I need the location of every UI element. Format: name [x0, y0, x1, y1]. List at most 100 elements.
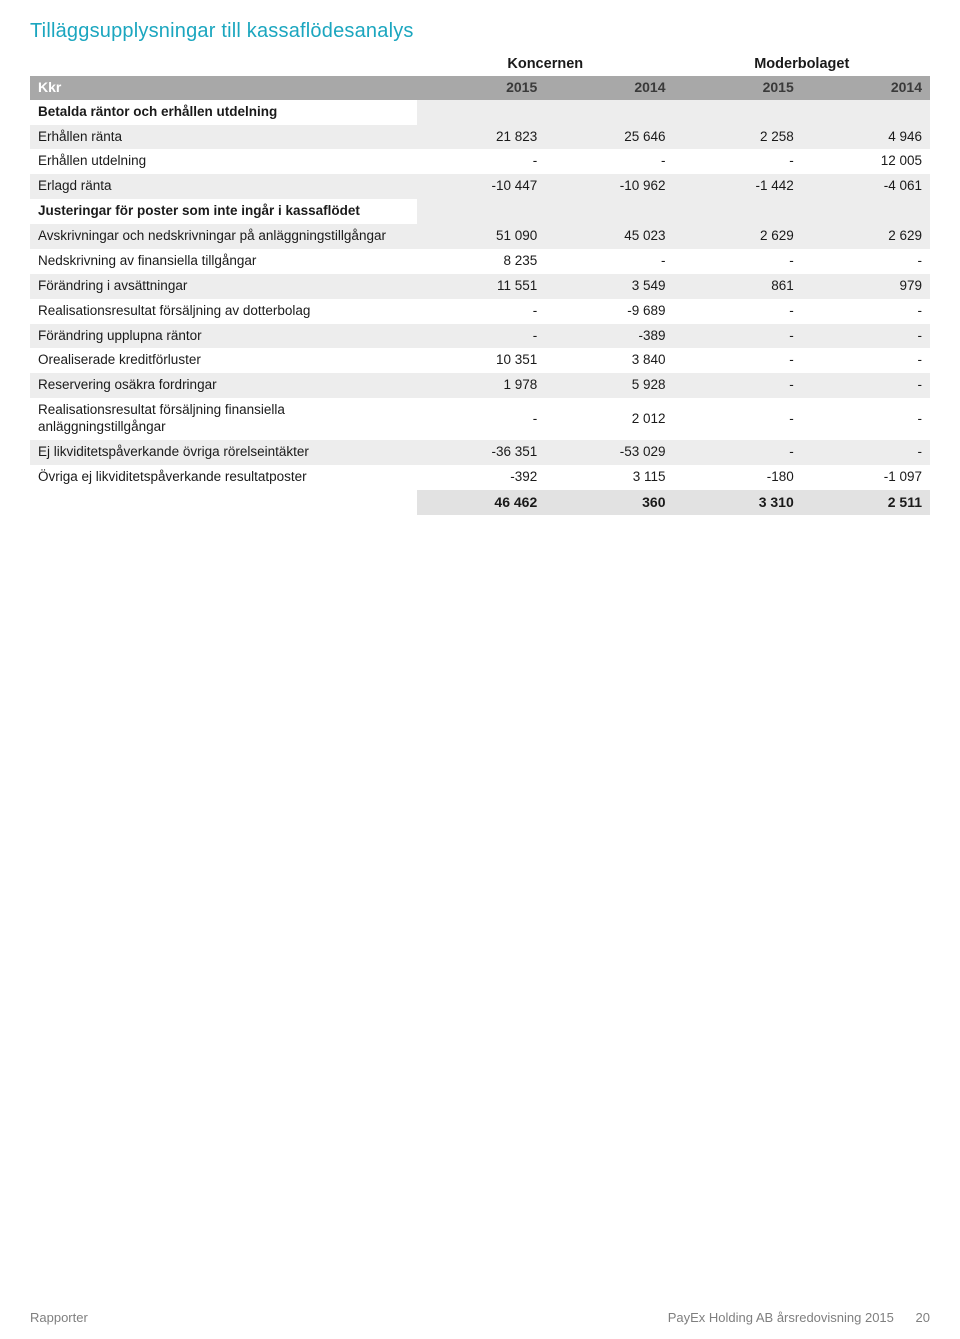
totals-cell: 2 511 — [802, 490, 930, 516]
year-header-label: Kkr — [30, 76, 417, 100]
row-label: Reservering osäkra fordringar — [30, 373, 417, 398]
cell: - — [674, 398, 802, 440]
cell: - — [674, 440, 802, 465]
cell: -1 097 — [802, 465, 930, 490]
cell: - — [674, 324, 802, 349]
cell: 12 005 — [802, 149, 930, 174]
cell: 2 629 — [674, 224, 802, 249]
table-row: Erlagd ränta -10 447 -10 962 -1 442 -4 0… — [30, 174, 930, 199]
cell: - — [417, 299, 545, 324]
cell: - — [417, 324, 545, 349]
section-label: Betalda räntor och erhållen utdelning — [30, 100, 417, 125]
cell: 10 351 — [417, 348, 545, 373]
cell: -10 962 — [545, 174, 673, 199]
totals-cell: 360 — [545, 490, 673, 516]
cell: -1 442 — [674, 174, 802, 199]
cell: - — [802, 348, 930, 373]
table-row: Reservering osäkra fordringar 1 978 5 92… — [30, 373, 930, 398]
cell: 3 549 — [545, 274, 673, 299]
row-label: Ej likviditetspåverkande övriga rörelsei… — [30, 440, 417, 465]
row-label: Nedskrivning av finansiella tillgångar — [30, 249, 417, 274]
page: Tilläggsupplysningar till kassaflödesana… — [0, 0, 960, 1339]
cashflow-notes-table: Koncernen Moderbolaget Kkr 2015 2014 201… — [30, 49, 930, 515]
page-title: Tilläggsupplysningar till kassaflödesana… — [30, 20, 930, 43]
totals-row: 46 462 360 3 310 2 511 — [30, 490, 930, 516]
table-row: Realisationsresultat försäljning av dott… — [30, 299, 930, 324]
row-label: Erhållen utdelning — [30, 149, 417, 174]
group-header-blank — [30, 49, 417, 76]
cell: -53 029 — [545, 440, 673, 465]
group-header-koncernen: Koncernen — [417, 49, 674, 76]
page-footer: Rapporter PayEx Holding AB årsredovisnin… — [30, 1310, 930, 1325]
cell: 45 023 — [545, 224, 673, 249]
section-blank — [802, 100, 930, 125]
cell: 2 629 — [802, 224, 930, 249]
year-m2014: 2014 — [802, 76, 930, 100]
table-row: Nedskrivning av finansiella tillgångar 8… — [30, 249, 930, 274]
table-row: Förändring upplupna räntor - -389 - - — [30, 324, 930, 349]
year-header-row: Kkr 2015 2014 2015 2014 — [30, 76, 930, 100]
cell: - — [417, 398, 545, 440]
row-label: Avskrivningar och nedskrivningar på anlä… — [30, 224, 417, 249]
row-label: Realisationsresultat försäljning finansi… — [30, 398, 417, 440]
footer-right-text: PayEx Holding AB årsredovisning 2015 — [668, 1310, 894, 1325]
table-row: Ej likviditetspåverkande övriga rörelsei… — [30, 440, 930, 465]
section-blank — [417, 199, 545, 224]
cell: - — [674, 299, 802, 324]
cell: 861 — [674, 274, 802, 299]
cell: 2 012 — [545, 398, 673, 440]
year-k2014: 2014 — [545, 76, 673, 100]
cell: 2 258 — [674, 125, 802, 150]
cell: 5 928 — [545, 373, 673, 398]
section-blank — [417, 100, 545, 125]
cell: 8 235 — [417, 249, 545, 274]
row-label: Orealiserade kreditförluster — [30, 348, 417, 373]
cell: - — [674, 348, 802, 373]
cell: - — [674, 149, 802, 174]
table-row: Erhållen ränta 21 823 25 646 2 258 4 946 — [30, 125, 930, 150]
cell: 25 646 — [545, 125, 673, 150]
cell: 3 840 — [545, 348, 673, 373]
cell: 51 090 — [417, 224, 545, 249]
group-header-moderbolaget: Moderbolaget — [674, 49, 931, 76]
year-k2015: 2015 — [417, 76, 545, 100]
section-blank — [545, 199, 673, 224]
cell: 4 946 — [802, 125, 930, 150]
cell: - — [802, 440, 930, 465]
group-header-row: Koncernen Moderbolaget — [30, 49, 930, 76]
table-row: Förändring i avsättningar 11 551 3 549 8… — [30, 274, 930, 299]
row-label: Förändring upplupna räntor — [30, 324, 417, 349]
totals-cell: 3 310 — [674, 490, 802, 516]
section-row: Betalda räntor och erhållen utdelning — [30, 100, 930, 125]
cell: - — [802, 299, 930, 324]
cell: 3 115 — [545, 465, 673, 490]
cell: - — [674, 249, 802, 274]
cell: -9 689 — [545, 299, 673, 324]
cell: - — [545, 249, 673, 274]
cell: - — [417, 149, 545, 174]
cell: - — [674, 373, 802, 398]
section-blank — [674, 100, 802, 125]
cell: -389 — [545, 324, 673, 349]
cell: - — [802, 249, 930, 274]
footer-right: PayEx Holding AB årsredovisning 2015 20 — [668, 1310, 930, 1325]
row-label: Övriga ej likviditetspåverkande resultat… — [30, 465, 417, 490]
section-row: Justeringar för poster som inte ingår i … — [30, 199, 930, 224]
cell: -10 447 — [417, 174, 545, 199]
table-row: Avskrivningar och nedskrivningar på anlä… — [30, 224, 930, 249]
section-label: Justeringar för poster som inte ingår i … — [30, 199, 417, 224]
cell: 11 551 — [417, 274, 545, 299]
cell: - — [802, 324, 930, 349]
table-row: Övriga ej likviditetspåverkande resultat… — [30, 465, 930, 490]
row-label: Erlagd ränta — [30, 174, 417, 199]
cell: -36 351 — [417, 440, 545, 465]
table-row: Orealiserade kreditförluster 10 351 3 84… — [30, 348, 930, 373]
cell: -180 — [674, 465, 802, 490]
row-label: Realisationsresultat försäljning av dott… — [30, 299, 417, 324]
cell: 21 823 — [417, 125, 545, 150]
table-row: Realisationsresultat försäljning finansi… — [30, 398, 930, 440]
footer-page-number: 20 — [916, 1310, 930, 1325]
section-blank — [802, 199, 930, 224]
totals-blank — [30, 490, 417, 516]
cell: -392 — [417, 465, 545, 490]
